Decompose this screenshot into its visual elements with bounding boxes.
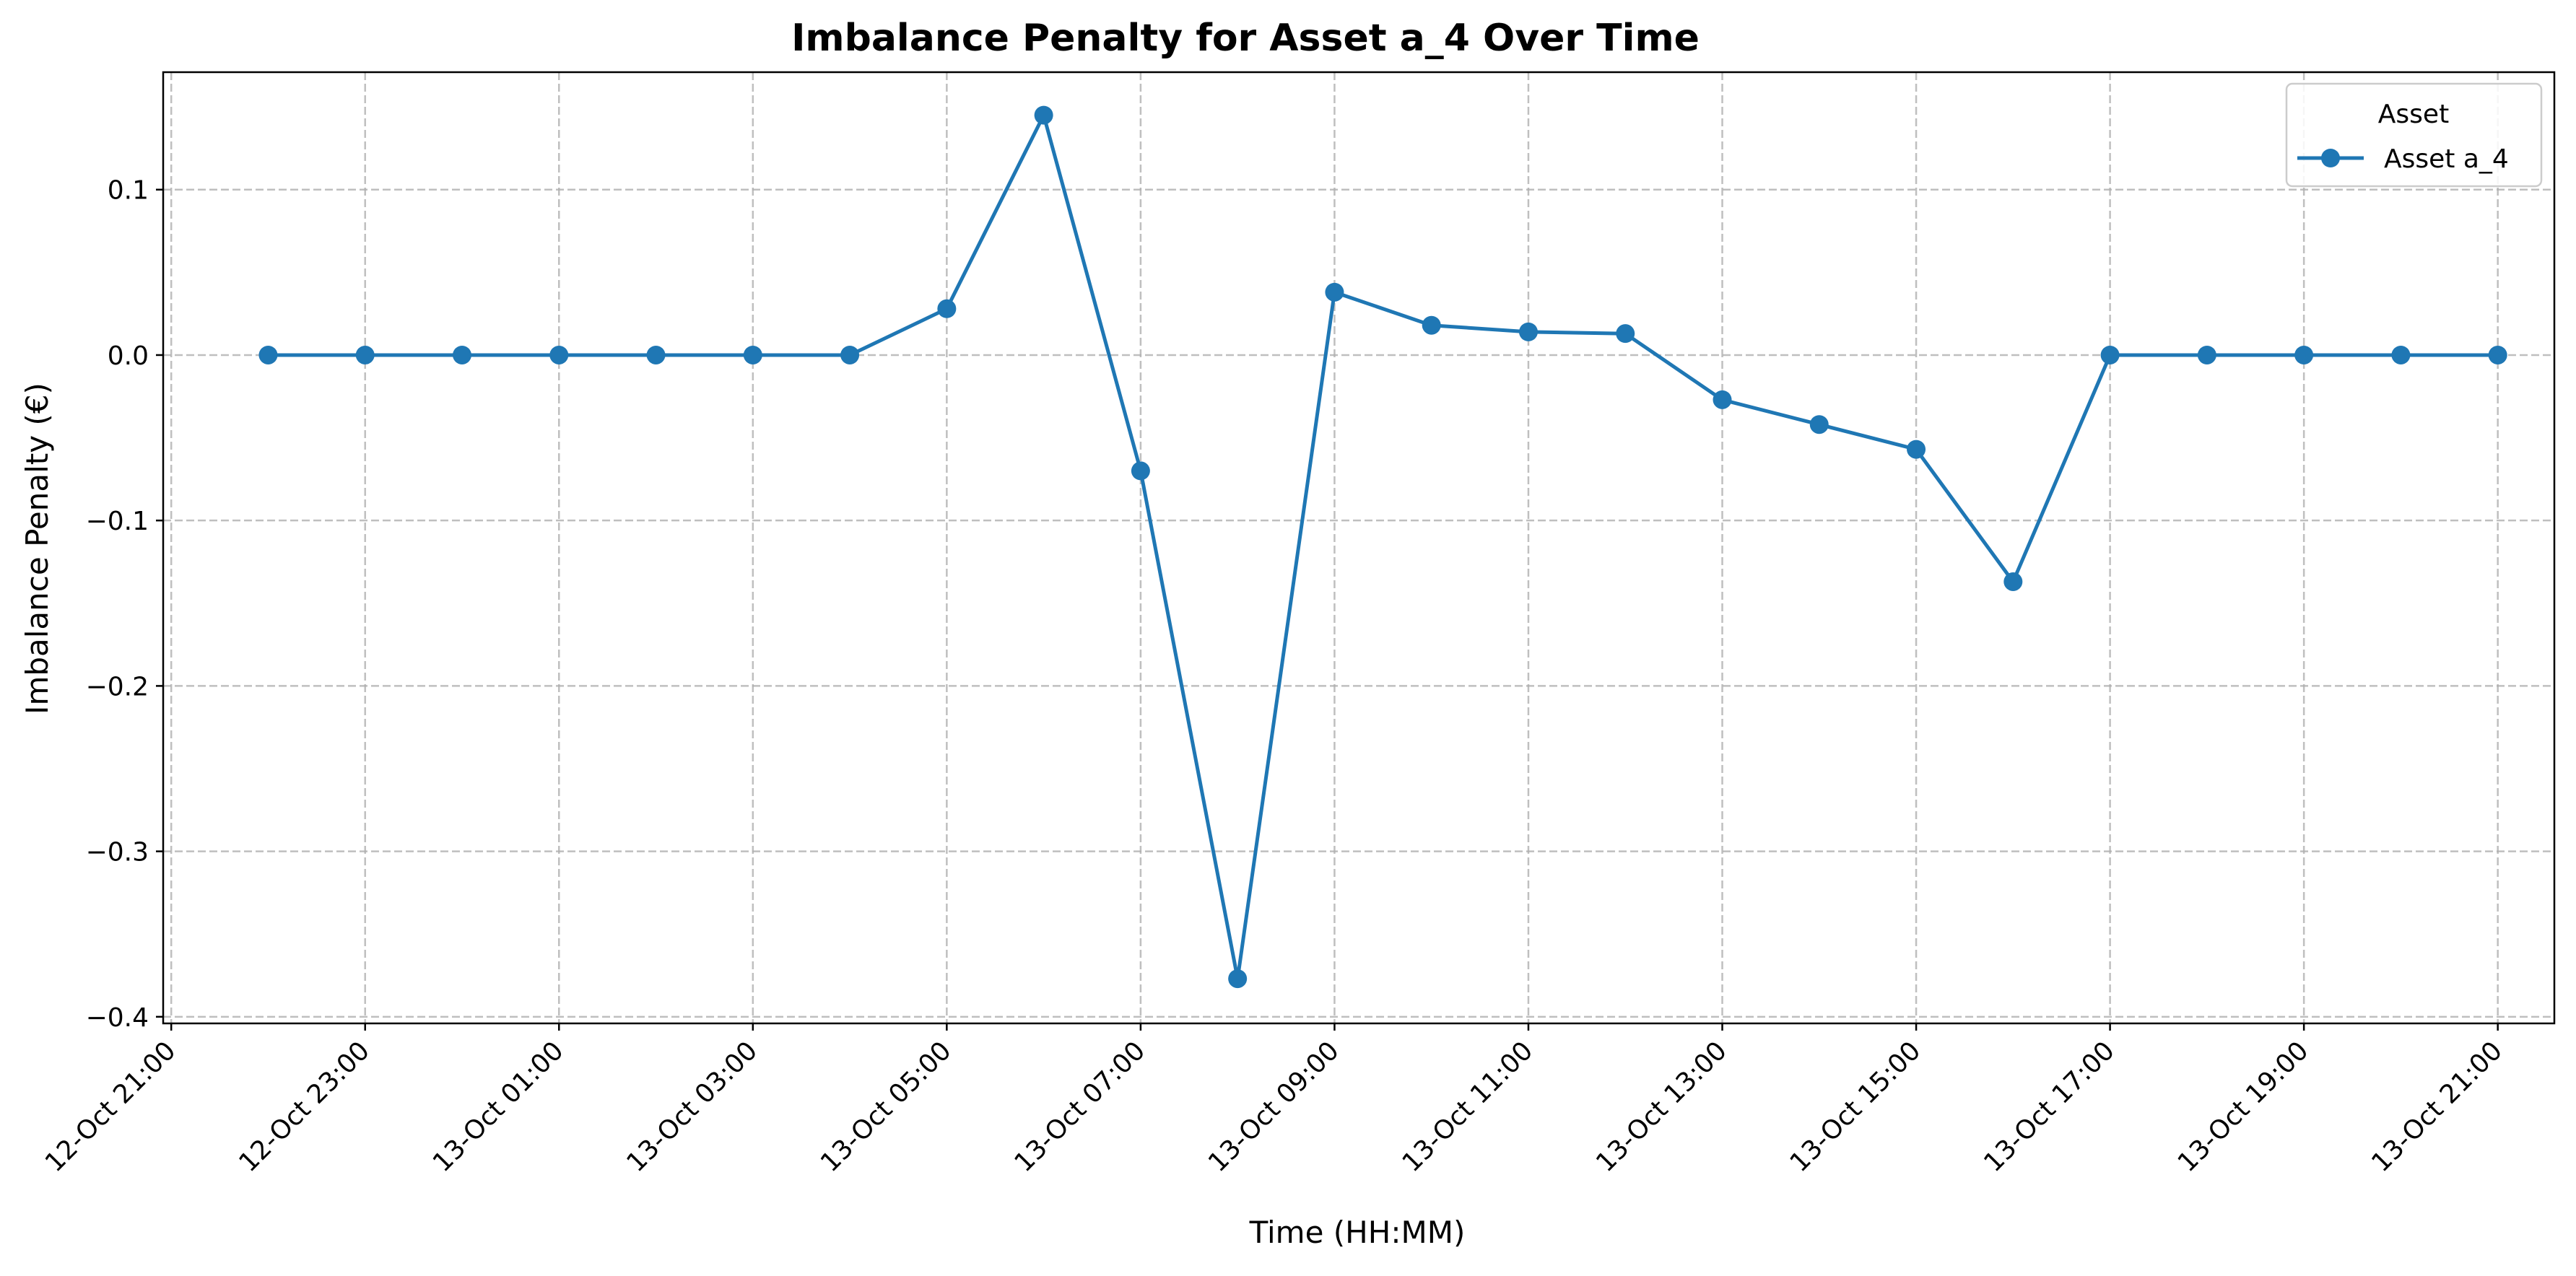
- data-point: [453, 345, 471, 364]
- series-layer: [258, 105, 2507, 989]
- y-tick-label: −0.2: [86, 672, 149, 702]
- legend-marker-swatch: [2321, 149, 2340, 167]
- legend-entry-label: Asset a_4: [2384, 144, 2509, 174]
- data-point: [549, 345, 569, 364]
- y-tick-label: −0.1: [86, 507, 149, 536]
- data-point: [1809, 415, 1829, 434]
- data-point: [1713, 390, 1732, 409]
- y-tick-label: 0.0: [108, 341, 149, 371]
- legend-box: [2285, 82, 2543, 188]
- data-point: [2003, 572, 2023, 591]
- data-point: [1422, 315, 1441, 335]
- data-point: [1325, 282, 1344, 302]
- legend: Asset Asset a_4: [2285, 82, 2543, 188]
- y-axis-label: Imbalance Penalty (€): [19, 383, 55, 715]
- chart-title: Imbalance Penalty for Asset a_4 Over Tim…: [791, 17, 1700, 60]
- data-point: [1907, 440, 1926, 459]
- data-point: [1518, 322, 1538, 341]
- data-point: [1034, 105, 1053, 125]
- data-point: [2197, 345, 2216, 364]
- data-point: [2100, 345, 2120, 364]
- y-tick-label: −0.4: [86, 1003, 149, 1033]
- series-line: [268, 113, 2498, 981]
- data-point: [2488, 345, 2507, 364]
- data-point: [840, 345, 860, 364]
- y-tick-label: −0.3: [86, 838, 149, 868]
- plot-frame: [162, 71, 2556, 1025]
- data-point: [258, 345, 278, 364]
- data-point: [1616, 324, 1635, 344]
- data-point: [1131, 461, 1150, 481]
- data-point: [1228, 969, 1248, 989]
- x-axis-label: Time (HH:MM): [1249, 1215, 1466, 1250]
- data-point: [646, 345, 666, 364]
- y-axis: 0.1 0.0 −0.1 −0.2 −0.3 −0.4: [86, 176, 163, 1033]
- legend-title: Asset: [2378, 100, 2449, 129]
- data-point: [2391, 345, 2411, 364]
- data-point: [937, 299, 957, 318]
- data-point: [2294, 345, 2314, 364]
- data-point: [355, 345, 375, 364]
- data-point: [743, 345, 762, 364]
- y-tick-label: 0.1: [108, 176, 149, 206]
